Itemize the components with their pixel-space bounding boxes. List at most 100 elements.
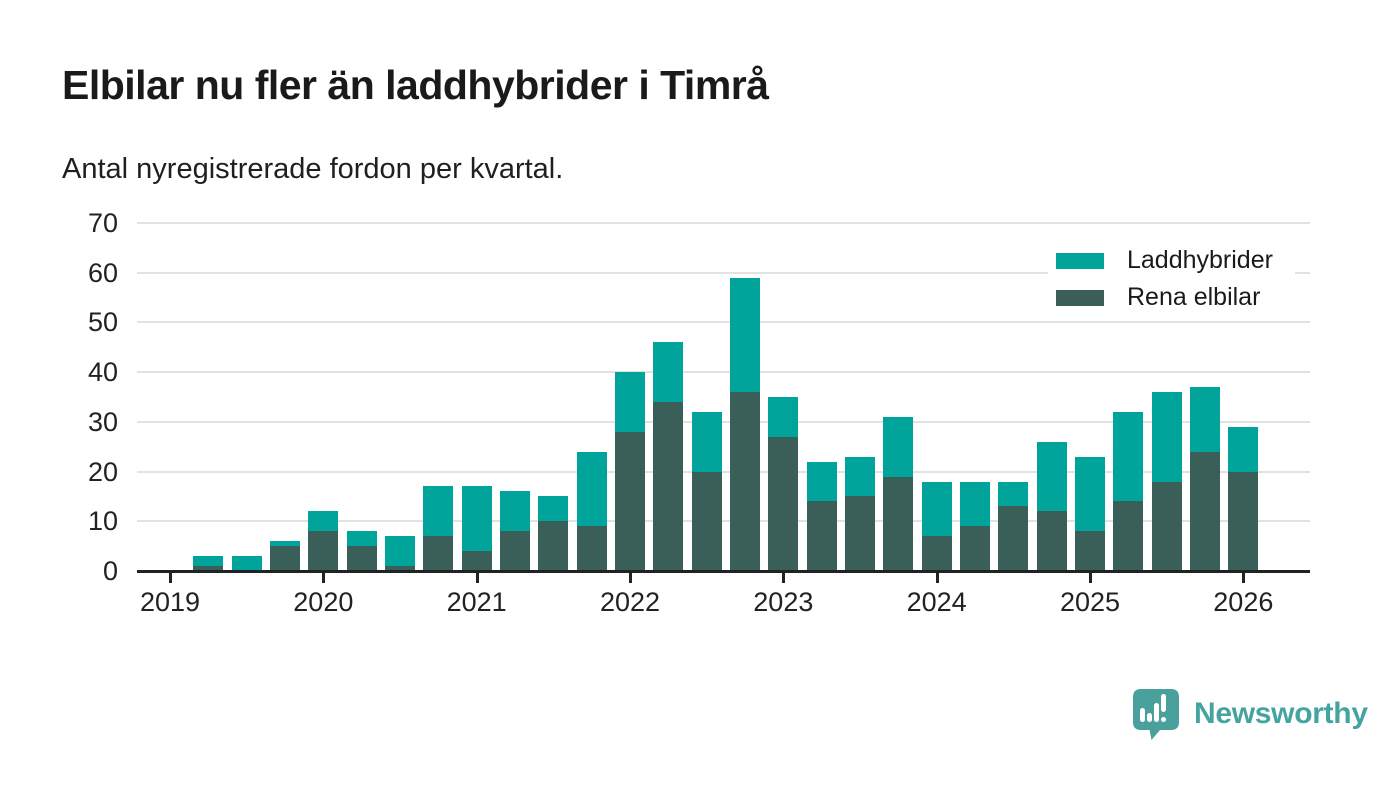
y-axis-label: 60 [87, 257, 118, 288]
bar-segment-laddhybrider [1036, 441, 1067, 512]
bar-segment-laddhybrider [384, 536, 415, 567]
bar-segment-laddhybrider [959, 481, 990, 527]
bar-chart-badge-icon [1133, 689, 1179, 740]
bar-segment-rena-elbilar [806, 501, 837, 571]
bar-segment-laddhybrider [576, 451, 607, 527]
bar-segment-rena-elbilar [308, 531, 339, 571]
y-axis-label: 70 [87, 208, 118, 238]
x-axis-label: 2021 [446, 587, 507, 617]
bar-segment-laddhybrider [614, 372, 645, 432]
bar-segment-laddhybrider [883, 416, 914, 477]
bar-segment-laddhybrider [423, 486, 454, 537]
gridline [137, 420, 1310, 423]
bar-segment-rena-elbilar [346, 546, 377, 571]
bar-segment-laddhybrider [844, 456, 875, 497]
bar-segment-laddhybrider [1074, 456, 1105, 532]
bar-segment-rena-elbilar [499, 531, 530, 571]
bar-segment-laddhybrider [346, 531, 377, 547]
bar-segment-laddhybrider [461, 486, 492, 552]
x-axis-label: 2023 [753, 587, 814, 617]
bar-segment-rena-elbilar [1151, 481, 1182, 571]
x-axis-label: 2024 [906, 587, 967, 617]
x-axis-tick [169, 573, 172, 583]
bar-segment-laddhybrider [768, 397, 799, 437]
bar-segment-rena-elbilar [1228, 471, 1259, 571]
gridline [137, 222, 1310, 224]
bar-segment-laddhybrider [1228, 426, 1259, 472]
x-axis-label: 2026 [1213, 587, 1274, 617]
bar-segment-rena-elbilar [998, 506, 1029, 571]
bar-segment-rena-elbilar [384, 566, 415, 571]
bar-segment-laddhybrider [1189, 387, 1220, 452]
bar-segment-laddhybrider [998, 481, 1029, 507]
bar-segment-rena-elbilar [1189, 451, 1220, 571]
x-axis-tick [1242, 573, 1246, 583]
bar-segment-rena-elbilar [691, 471, 722, 571]
legend-label: Laddhybrider [1127, 246, 1273, 274]
newsworthy-logo: Newsworthy [1130, 686, 1368, 742]
x-axis-label: 2020 [293, 587, 354, 617]
bar-segment-rena-elbilar [576, 526, 607, 571]
bar-segment-rena-elbilar [653, 401, 684, 571]
bar-segment-laddhybrider [499, 491, 530, 532]
x-axis-tick [475, 573, 479, 583]
bar-segment-rena-elbilar [538, 521, 569, 571]
x-axis-tick [322, 573, 326, 583]
gridline [137, 321, 1310, 324]
x-axis-label: 2025 [1059, 587, 1121, 617]
bar-segment-laddhybrider [691, 411, 722, 472]
bar-segment-laddhybrider [921, 481, 952, 537]
bar-segment-laddhybrider [1113, 411, 1144, 502]
y-axis-label: 20 [87, 456, 118, 487]
bar-segment-rena-elbilar [461, 551, 492, 571]
bar-segment-rena-elbilar [1036, 511, 1067, 571]
bar-segment-rena-elbilar [423, 536, 454, 571]
x-axis-tick [782, 573, 786, 583]
chart-subtitle: Antal nyregistrerade fordon per kvartal. [62, 153, 564, 185]
bar-segment-rena-elbilar [883, 476, 914, 571]
legend: Laddhybrider Rena elbilar [1048, 242, 1295, 316]
bar-segment-rena-elbilar [269, 546, 300, 571]
x-axis-tick [935, 573, 939, 583]
bar-segment-rena-elbilar [1113, 501, 1144, 571]
legend-swatch-icon [1056, 252, 1104, 269]
bar-segment-laddhybrider [1151, 392, 1182, 482]
bar-segment-rena-elbilar [844, 496, 875, 571]
bar-segment-rena-elbilar [1074, 531, 1105, 571]
bar-segment-laddhybrider [653, 342, 684, 402]
brand-text: Newsworthy [1194, 697, 1368, 730]
bar-segment-laddhybrider [729, 277, 760, 392]
gridline [137, 271, 1310, 274]
bar-segment-rena-elbilar [729, 392, 760, 571]
bar-segment-laddhybrider [308, 511, 339, 532]
legend-swatch-icon [1056, 289, 1104, 306]
y-axis-label: 0 [102, 556, 118, 586]
bar-segment-laddhybrider [806, 461, 837, 502]
legend-item-rena-elbilar: Rena elbilar [1048, 279, 1295, 316]
x-axis-label: 2019 [139, 587, 201, 617]
legend-label: Rena elbilar [1127, 283, 1261, 311]
gridline [137, 520, 1310, 523]
y-axis-label: 10 [87, 506, 118, 537]
bar-segment-rena-elbilar [193, 566, 224, 571]
bar-segment-rena-elbilar [921, 536, 952, 571]
bar-segment-rena-elbilar [768, 436, 799, 571]
legend-item-laddhybrider: Laddhybrider [1048, 242, 1295, 279]
gridline [137, 470, 1310, 473]
bar-segment-laddhybrider [193, 556, 224, 567]
x-axis-label: 2022 [599, 587, 661, 617]
chart-title: Elbilar nu fler än laddhybrider i Timrå [62, 62, 769, 108]
gridline [137, 371, 1310, 374]
bar-segment-rena-elbilar [614, 431, 645, 571]
x-axis-tick [628, 573, 632, 583]
bar-segment-rena-elbilar [959, 526, 990, 571]
x-axis-line [137, 570, 1310, 573]
y-axis-label: 50 [87, 307, 118, 338]
bar-segment-laddhybrider [538, 496, 569, 522]
bar-segment-laddhybrider [231, 556, 262, 571]
y-axis-label: 30 [87, 406, 118, 437]
y-axis-label: 40 [87, 357, 118, 388]
x-axis-tick [1088, 573, 1092, 583]
